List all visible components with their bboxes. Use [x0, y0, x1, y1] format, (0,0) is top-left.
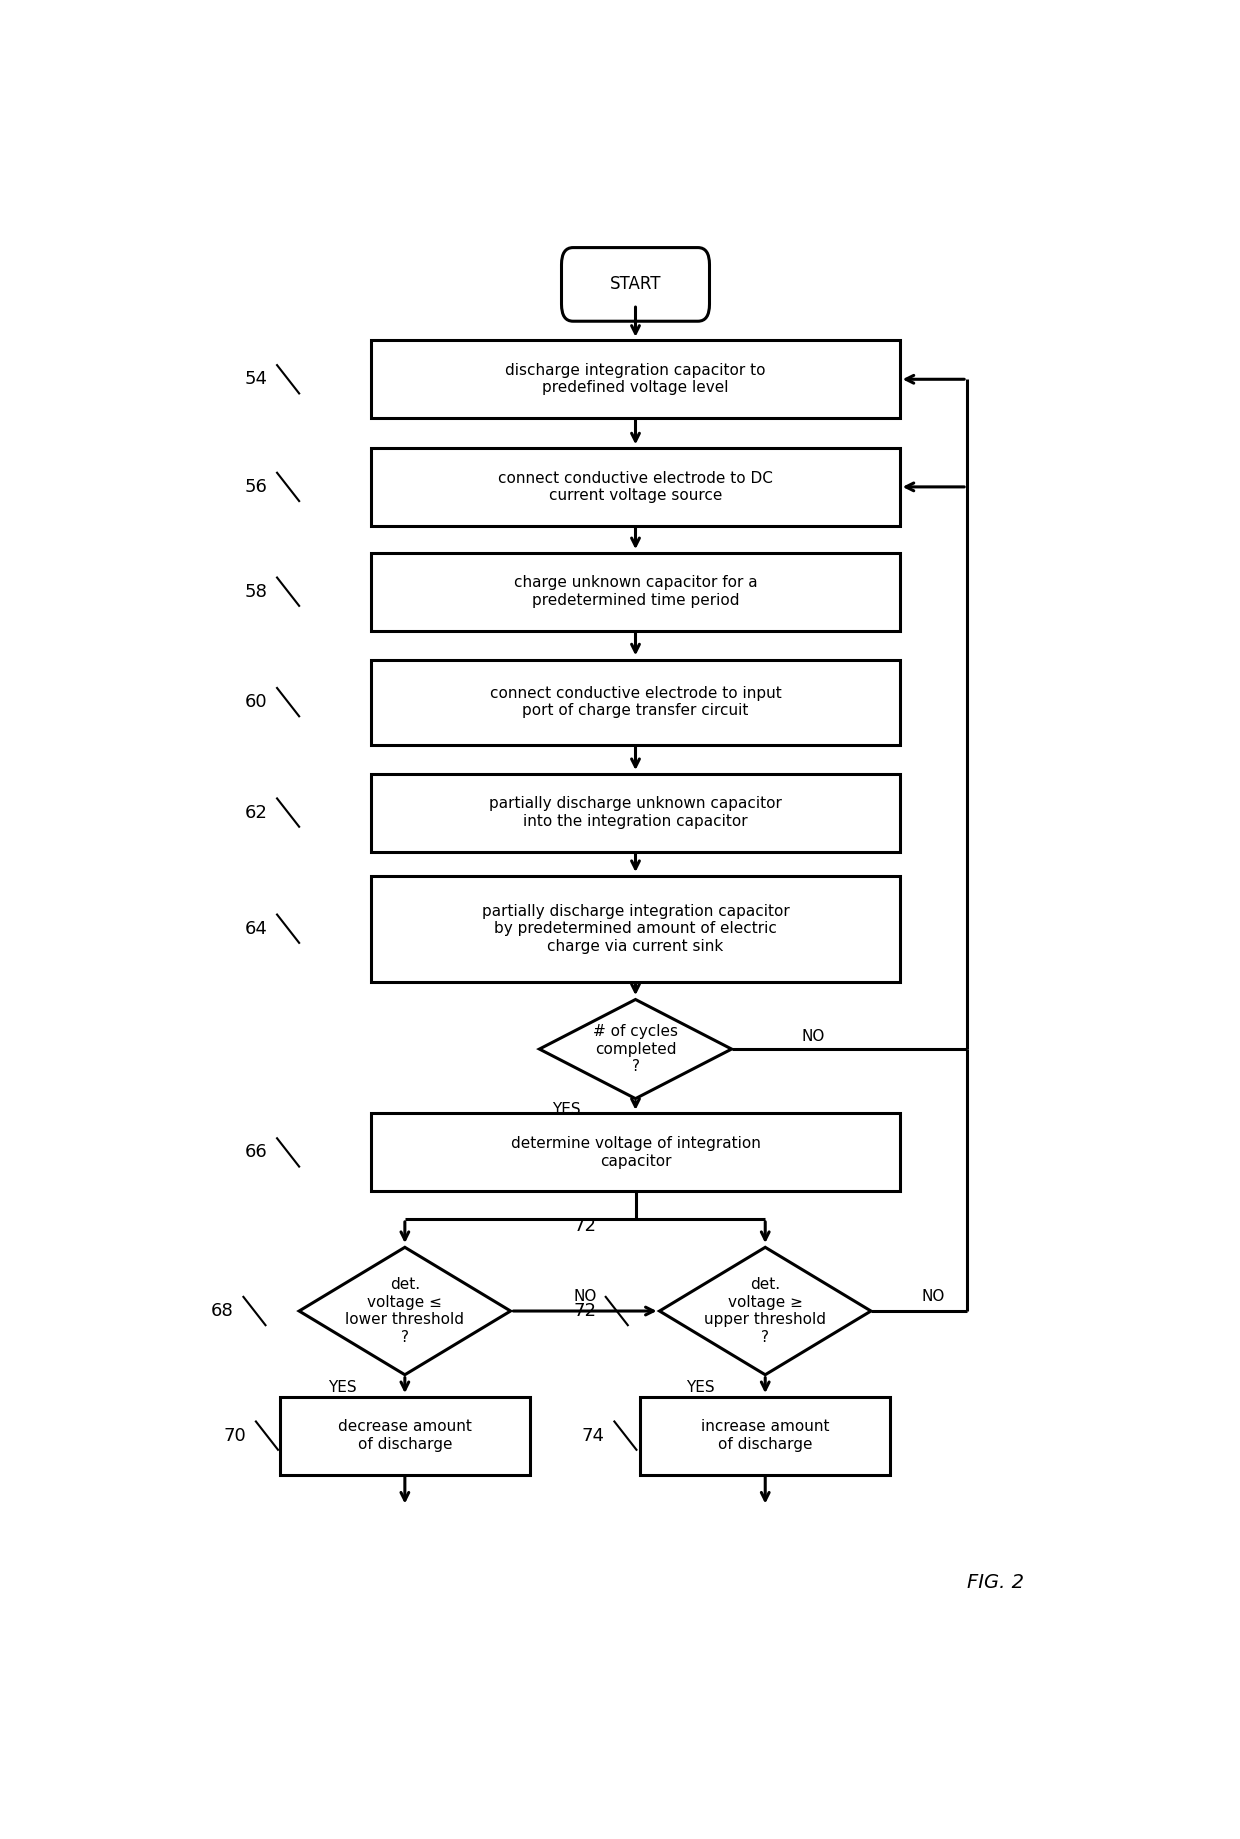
FancyBboxPatch shape — [562, 248, 709, 322]
Text: 60: 60 — [244, 693, 267, 712]
FancyBboxPatch shape — [280, 1396, 529, 1475]
Text: FIG. 2: FIG. 2 — [967, 1574, 1024, 1593]
Text: partially discharge unknown capacitor
into the integration capacitor: partially discharge unknown capacitor in… — [489, 796, 782, 829]
Text: connect conductive electrode to DC
current voltage source: connect conductive electrode to DC curre… — [498, 471, 773, 504]
Text: 74: 74 — [582, 1427, 605, 1445]
FancyBboxPatch shape — [371, 340, 900, 417]
Text: 54: 54 — [244, 370, 268, 388]
Text: 66: 66 — [244, 1144, 268, 1162]
FancyBboxPatch shape — [371, 660, 900, 745]
Text: 62: 62 — [244, 804, 268, 822]
FancyBboxPatch shape — [371, 1113, 900, 1192]
Text: YES: YES — [687, 1379, 715, 1396]
FancyBboxPatch shape — [371, 449, 900, 526]
Text: 64: 64 — [244, 920, 268, 938]
Text: NO: NO — [574, 1289, 598, 1304]
Text: charge unknown capacitor for a
predetermined time period: charge unknown capacitor for a predeterm… — [513, 576, 758, 609]
Text: NO: NO — [801, 1028, 825, 1045]
Text: det.
voltage ≤
lower threshold
?: det. voltage ≤ lower threshold ? — [346, 1278, 464, 1344]
Text: START: START — [610, 276, 661, 294]
Polygon shape — [660, 1247, 870, 1376]
Text: partially discharge integration capacitor
by predetermined amount of electric
ch: partially discharge integration capacito… — [481, 903, 790, 954]
Text: discharge integration capacitor to
predefined voltage level: discharge integration capacitor to prede… — [505, 362, 766, 395]
Polygon shape — [539, 1000, 732, 1098]
Text: YES: YES — [329, 1379, 357, 1396]
Text: 70: 70 — [223, 1427, 246, 1445]
Text: # of cycles
completed
?: # of cycles completed ? — [593, 1024, 678, 1074]
FancyBboxPatch shape — [371, 875, 900, 982]
FancyBboxPatch shape — [640, 1396, 890, 1475]
Text: connect conductive electrode to input
port of charge transfer circuit: connect conductive electrode to input po… — [490, 686, 781, 719]
Text: 68: 68 — [211, 1302, 233, 1320]
Text: 72: 72 — [573, 1217, 596, 1236]
Text: YES: YES — [552, 1102, 580, 1118]
Text: decrease amount
of discharge: decrease amount of discharge — [339, 1420, 471, 1451]
Text: 58: 58 — [244, 583, 268, 601]
Text: increase amount
of discharge: increase amount of discharge — [701, 1420, 830, 1451]
Text: 56: 56 — [244, 478, 268, 497]
Text: 72: 72 — [573, 1302, 596, 1320]
Text: det.
voltage ≥
upper threshold
?: det. voltage ≥ upper threshold ? — [704, 1278, 826, 1344]
FancyBboxPatch shape — [371, 774, 900, 851]
Text: NO: NO — [921, 1289, 945, 1304]
Polygon shape — [299, 1247, 511, 1376]
Text: determine voltage of integration
capacitor: determine voltage of integration capacit… — [511, 1137, 760, 1168]
FancyBboxPatch shape — [371, 554, 900, 631]
